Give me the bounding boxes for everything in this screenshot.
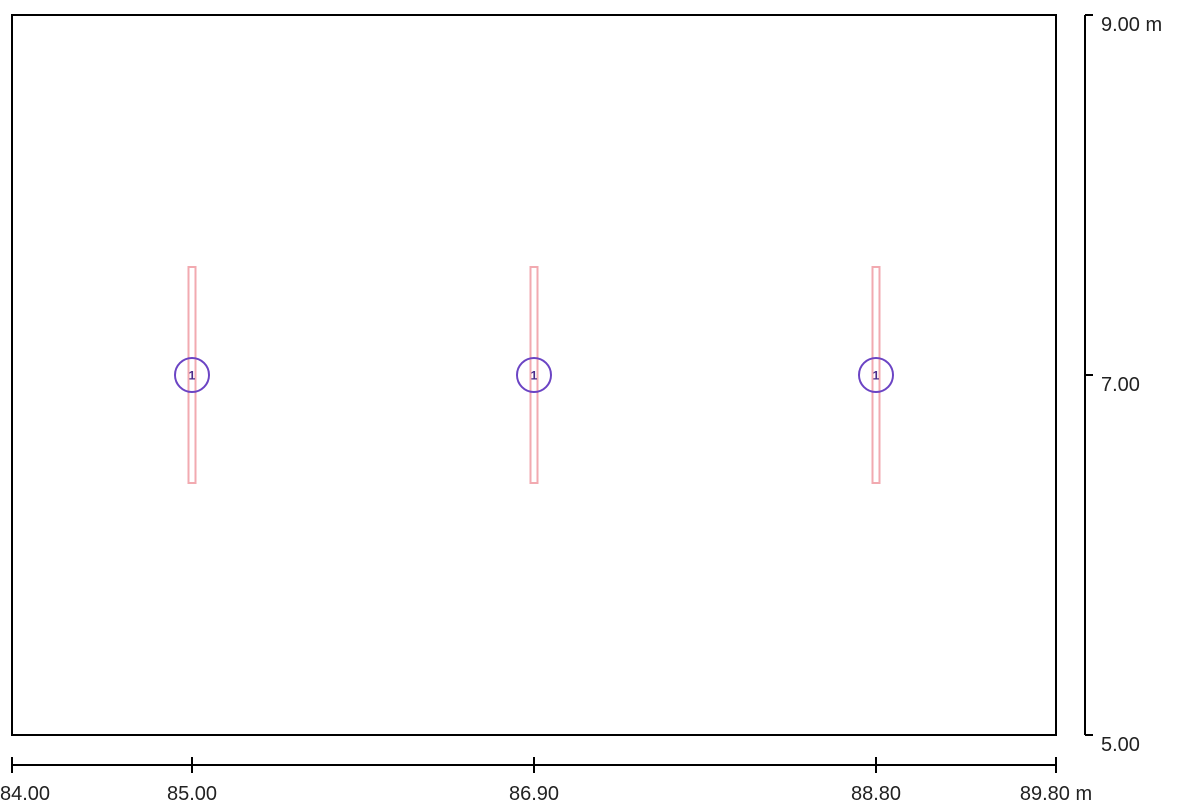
luminaire-body [529, 266, 539, 484]
x-axis-tick-label: 86.90 [509, 783, 559, 805]
luminaire-marker-circle [516, 357, 552, 393]
y-dimension-axis: 9.00 m 7.00 5.00 [1084, 14, 1162, 756]
luminaire-marker-circle [858, 357, 894, 393]
x-dimension-axis: 84.00 85.00 86.90 88.80 89.80 m [0, 757, 1092, 805]
luminaire-body [871, 266, 881, 484]
y-axis-tick-label: 9.00 m [1101, 14, 1162, 36]
y-axis-tick-label: 5.00 [1101, 734, 1140, 756]
luminaire-number: 1 [531, 369, 538, 383]
x-axis-tick-label: 88.80 [851, 783, 901, 805]
x-axis-tick-label: 89.80 m [1020, 783, 1092, 805]
luminaire-number: 1 [873, 369, 880, 383]
x-axis-tick-label: 84.00 [0, 783, 50, 805]
luminaire-number: 1 [189, 369, 196, 383]
luminaire: 1 [858, 266, 894, 484]
room-outline [11, 14, 1057, 736]
luminaire: 1 [174, 266, 210, 484]
y-axis-tick-label: 7.00 [1101, 374, 1140, 396]
luminaire: 1 [516, 266, 552, 484]
x-axis-tick-label: 85.00 [167, 783, 217, 805]
luminaire-layer: 1 1 1 [174, 266, 894, 484]
luminaire-marker-circle [174, 357, 210, 393]
luminaire-body [187, 266, 197, 484]
